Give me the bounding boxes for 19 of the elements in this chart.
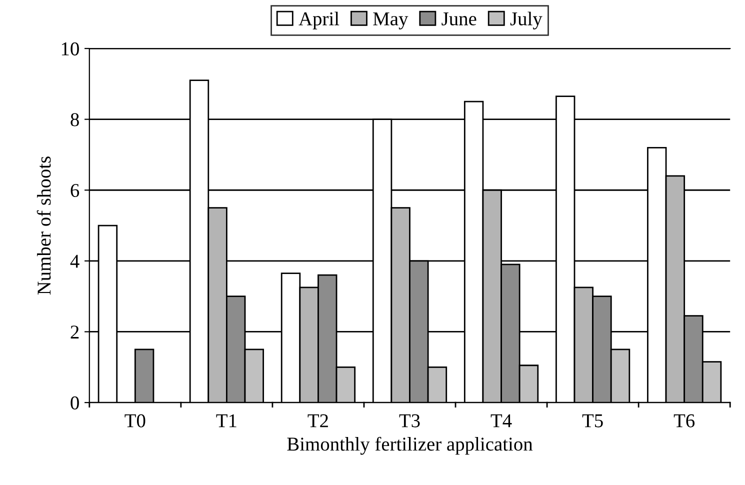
x-tick-label: T1 xyxy=(216,414,236,428)
x-tick-label: T6 xyxy=(674,414,695,428)
x-tick-label: T0 xyxy=(124,414,146,428)
x-tick-label: T3 xyxy=(399,414,420,428)
legend-label: July xyxy=(510,12,542,30)
x-tick-label: T5 xyxy=(582,414,603,428)
x-tick-label: T2 xyxy=(308,414,328,428)
x-axis-title: Bimonthly fertilizer application xyxy=(287,436,533,455)
x-tick-label: T4 xyxy=(490,414,512,428)
y-tick-label: 4 xyxy=(70,254,80,268)
legend-label: April xyxy=(298,12,340,30)
y-tick-label: 6 xyxy=(70,184,80,198)
legend-label: May xyxy=(373,12,408,30)
y-tick-label: 0 xyxy=(70,396,79,410)
y-tick-label: 8 xyxy=(70,113,79,126)
y-tick-label: 10 xyxy=(62,42,79,56)
y-axis-title: Number of shoots xyxy=(36,156,51,295)
legend-label: June xyxy=(442,12,476,26)
y-tick-label: 2 xyxy=(70,326,79,338)
